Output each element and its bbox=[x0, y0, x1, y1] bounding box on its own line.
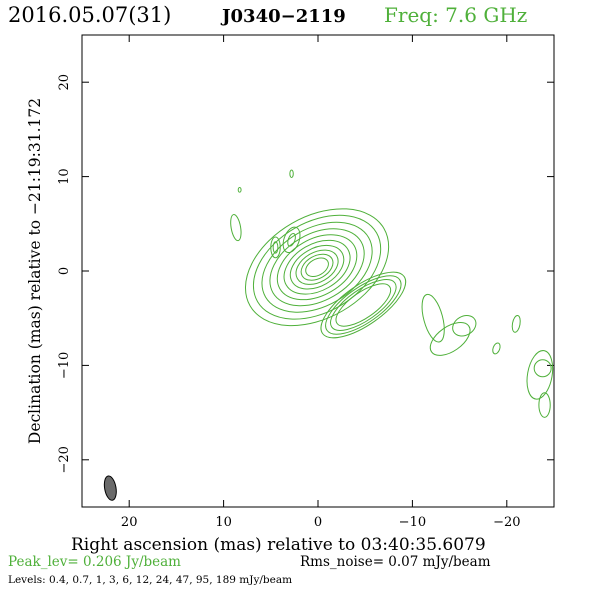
core-contour bbox=[244, 208, 390, 327]
jet-contour bbox=[325, 275, 402, 335]
core-contour bbox=[289, 244, 345, 290]
core-contour bbox=[276, 234, 358, 301]
jet-contour bbox=[320, 271, 407, 339]
frequency-label: Freq: 7.6 GHz bbox=[384, 3, 527, 27]
x-tick-label: 0 bbox=[314, 515, 322, 530]
beam-layer bbox=[103, 475, 117, 501]
blob-9-contour bbox=[452, 315, 477, 337]
y-tick-label: 10 bbox=[57, 168, 72, 185]
blob-5-contour bbox=[287, 233, 296, 247]
jet-contour bbox=[335, 283, 392, 327]
plot-frame bbox=[81, 34, 555, 508]
rms-noise-label: Rms_noise= 0.07 mJy/beam bbox=[300, 554, 491, 570]
x-tick-label: −10 bbox=[399, 515, 426, 530]
blob-3-contour bbox=[272, 241, 279, 254]
contour-levels-label: Levels: 0.4, 0.7, 1, 3, 6, 12, 24, 47, 9… bbox=[8, 574, 292, 586]
y-tick-label: 0 bbox=[57, 267, 72, 275]
x-axis-label: Right ascension (mas) relative to 03:40:… bbox=[71, 535, 486, 555]
y-tick-label: 20 bbox=[57, 74, 72, 91]
blob-7-contour bbox=[237, 186, 242, 193]
blob-10-contour bbox=[429, 322, 471, 356]
core-contour bbox=[300, 253, 334, 281]
core-contour bbox=[269, 228, 365, 307]
jet-contour bbox=[330, 279, 397, 331]
beam-ellipse bbox=[103, 475, 117, 501]
contour-layer bbox=[230, 169, 554, 418]
blob-4-contour bbox=[282, 226, 301, 254]
source-name: J0340−2119 bbox=[220, 6, 346, 27]
core-contour bbox=[283, 239, 351, 295]
axis-ticks: 20 10 0 −10 −20 20 10 0 −10 −20 bbox=[57, 35, 554, 530]
blob-14-contour bbox=[533, 359, 552, 378]
x-tick-label: −20 bbox=[493, 515, 520, 530]
x-tick-label: 10 bbox=[215, 515, 232, 530]
y-tick-label: −10 bbox=[57, 352, 72, 379]
blob-11-contour bbox=[492, 342, 501, 355]
core-contour bbox=[295, 249, 339, 285]
blob-12-contour bbox=[511, 314, 521, 333]
blob-8-contour bbox=[421, 293, 445, 343]
y-axis-label: Declination (mas) relative to −21:19:31.… bbox=[26, 98, 44, 444]
blob-15-contour bbox=[538, 392, 551, 418]
blob-6-contour bbox=[289, 169, 294, 179]
y-tick-label: −20 bbox=[57, 446, 72, 473]
blob-2-contour bbox=[270, 236, 281, 259]
blob-1-contour bbox=[230, 214, 242, 242]
core-contour bbox=[305, 257, 329, 277]
peak-level-label: Peak_lev= 0.206 Jy/beam bbox=[8, 554, 181, 570]
x-tick-label: 20 bbox=[121, 515, 138, 530]
epoch-label: 2016.05.07(31) bbox=[8, 3, 171, 27]
blob-13-contour bbox=[526, 350, 554, 400]
